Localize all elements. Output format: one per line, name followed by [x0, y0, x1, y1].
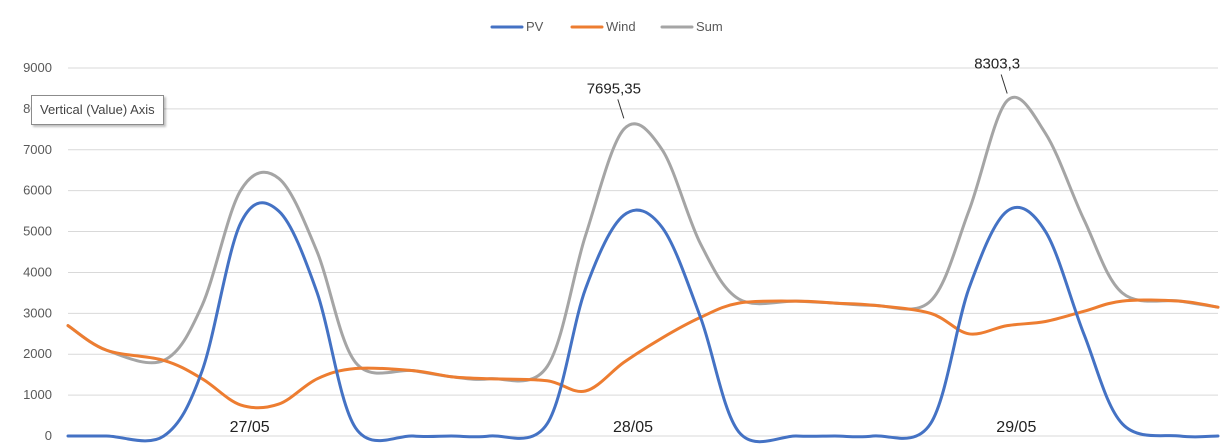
legend: PV Wind Sum — [490, 19, 723, 34]
y-tick-label: 5000 — [23, 224, 52, 239]
day-label: 29/05 — [996, 419, 1036, 436]
legend-label-wind: Wind — [606, 19, 636, 34]
y-tick-label: 2000 — [23, 346, 52, 361]
series-line-sum — [66, 95, 1220, 383]
series-line-pv — [66, 201, 1220, 444]
y-tick-label: 6000 — [23, 183, 52, 198]
series-lines — [66, 95, 1220, 444]
y-tick-label: 3000 — [23, 305, 52, 320]
day-labels: 27/05 28/05 29/05 — [230, 419, 1037, 436]
y-tick-label: 0 — [45, 428, 52, 443]
day-label: 28/05 — [613, 419, 653, 436]
data-annotations: 7695,35 8303,3 — [587, 55, 1020, 119]
annotation-leader — [1000, 74, 1008, 94]
legend-label-sum: Sum — [696, 19, 723, 34]
axis-tooltip: Vertical (Value) Axis — [31, 95, 164, 125]
y-tick-label: 9000 — [23, 60, 52, 75]
y-tick-label: 1000 — [23, 387, 52, 402]
y-tick-label: 4000 — [23, 264, 52, 279]
legend-label-pv: PV — [526, 19, 544, 34]
series-line-wind — [66, 298, 1220, 410]
gridlines — [68, 67, 1218, 437]
y-tick-label: 7000 — [23, 142, 52, 157]
annotation-label: 7695,35 — [587, 80, 641, 97]
day-label: 27/05 — [230, 419, 270, 436]
annotation-label: 8303,3 — [974, 55, 1020, 72]
annotation-leader — [617, 99, 625, 119]
